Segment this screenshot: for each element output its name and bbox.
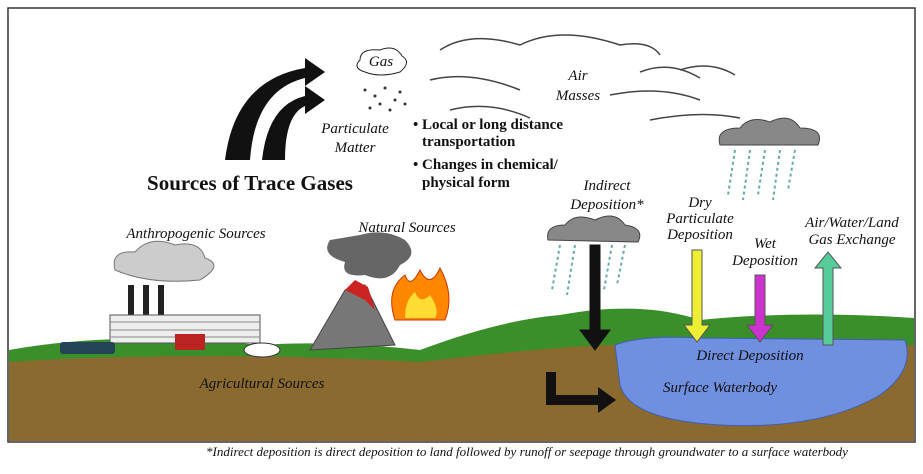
label: Gas [369,54,393,70]
label: Natural Sources [357,220,456,236]
label: Surface Waterbody [663,380,777,396]
title: Sources of Trace Gases [147,171,353,195]
label: Anthropogenic Sources [125,226,265,242]
label: Agricultural Sources [199,376,325,392]
footnote: *Indirect deposition is direct depositio… [206,444,848,459]
label: Direct Deposition [695,348,803,364]
diagram: Gas ParticulateMatter AirMasses • Local … [0,0,923,474]
